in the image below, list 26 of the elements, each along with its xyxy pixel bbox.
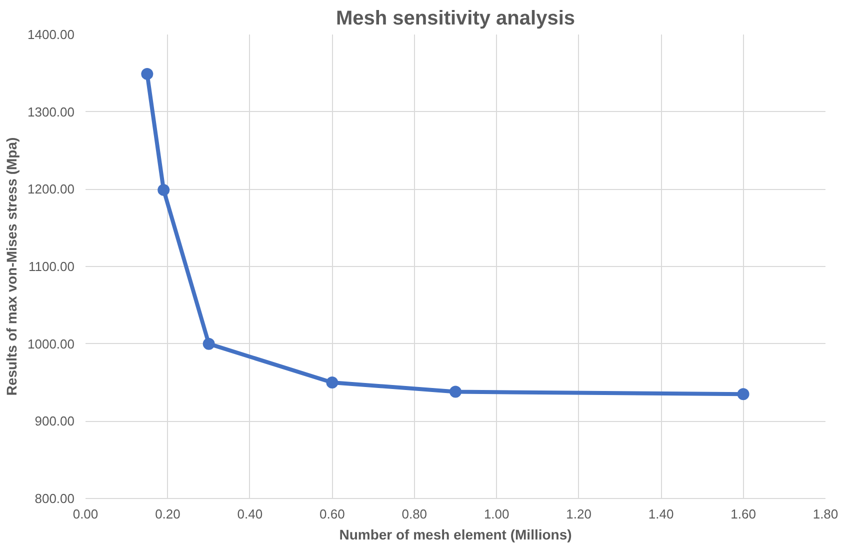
chart-title: Mesh sensitivity analysis [336,8,576,30]
y-tick-label: 1300.00 [28,104,75,120]
point [326,376,338,388]
x-axis-title: Number of mesh element (Millions) [339,526,572,542]
point [450,386,462,398]
y-tick-label: 900.00 [34,414,75,429]
point [141,68,154,80]
y-axis-title: Results of max von-Mises stress (Mpa) [4,137,20,396]
y-tick-label: 1200.00 [28,182,75,197]
x-tick-label: 0.00 [72,506,98,522]
x-tick-label: 0.40 [237,506,263,522]
x-tick-label: 0.80 [402,506,428,522]
x-tick-label: 0.60 [320,506,345,522]
x-tick-label: 0.20 [155,506,180,522]
x-tick-label: 1.40 [648,506,674,522]
x-tick-label: 1.80 [812,506,838,522]
point [158,184,170,196]
x-tick-label: 1.20 [566,506,592,522]
y-tick-label: 800.00 [34,491,75,506]
point [202,338,215,350]
y-tick-label: 1400.00 [28,27,75,42]
x-tick-label: 1.60 [730,506,756,522]
x-tick-label: 1.00 [484,506,510,522]
y-tick-label: 1100.00 [28,259,75,274]
point [737,388,750,400]
y-tick-label: 1000.00 [28,336,75,352]
